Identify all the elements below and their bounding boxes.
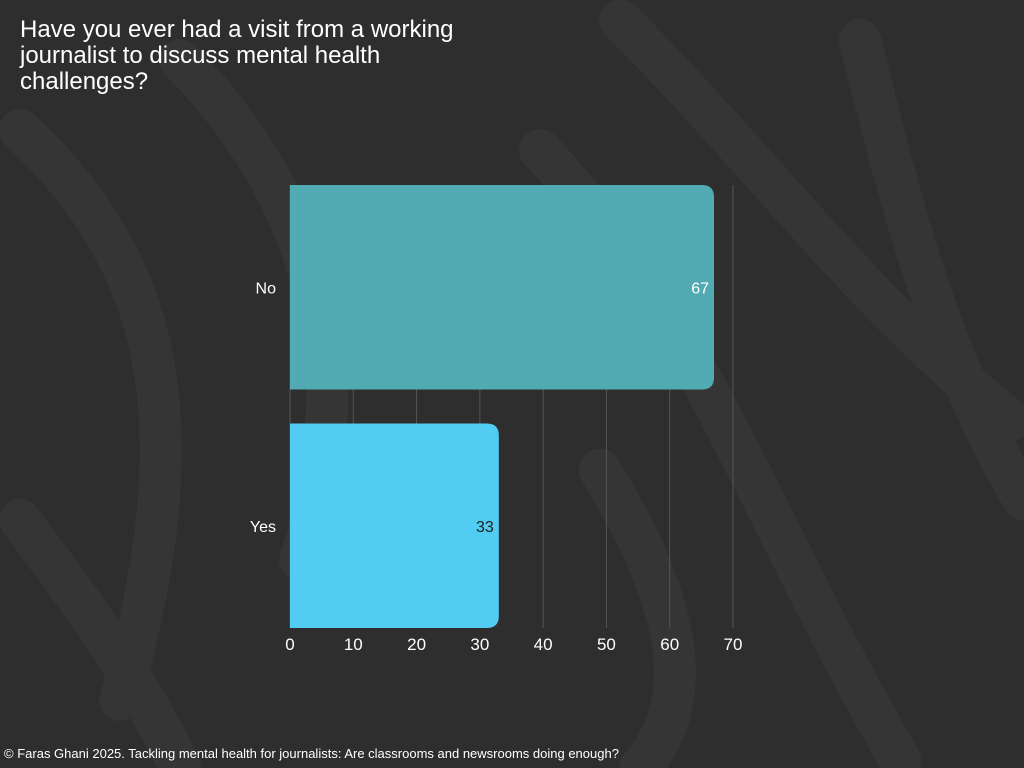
- category-label-yes: Yes: [250, 519, 276, 536]
- footer-text: Faras Ghani 2025. Tackling mental health…: [17, 746, 619, 761]
- bar-no: [290, 185, 715, 390]
- category-labels: No Yes: [250, 280, 276, 536]
- x-tick-label: 60: [660, 635, 679, 654]
- x-tick-label: 20: [407, 635, 426, 654]
- copyright-icon: ©: [4, 746, 14, 761]
- x-tick-label: 10: [344, 635, 363, 654]
- x-tick-label: 30: [470, 635, 489, 654]
- bars: [290, 185, 715, 628]
- chart-title: Have you ever had a visit from a working…: [20, 16, 454, 95]
- x-tick-label: 70: [724, 635, 743, 654]
- data-label-yes: 33: [476, 519, 494, 536]
- x-axis-ticks: 0 10 20 30 40 50 60 70: [285, 635, 742, 654]
- x-tick-label: 40: [534, 635, 553, 654]
- data-labels: 67 33: [476, 280, 709, 536]
- x-tick-label: 0: [285, 635, 294, 654]
- footer-credit: © Faras Ghani 2025. Tackling mental heal…: [4, 746, 619, 761]
- data-label-no: 67: [691, 280, 709, 297]
- x-tick-label: 50: [597, 635, 616, 654]
- category-label-no: No: [256, 280, 277, 297]
- bar-yes: [290, 423, 499, 628]
